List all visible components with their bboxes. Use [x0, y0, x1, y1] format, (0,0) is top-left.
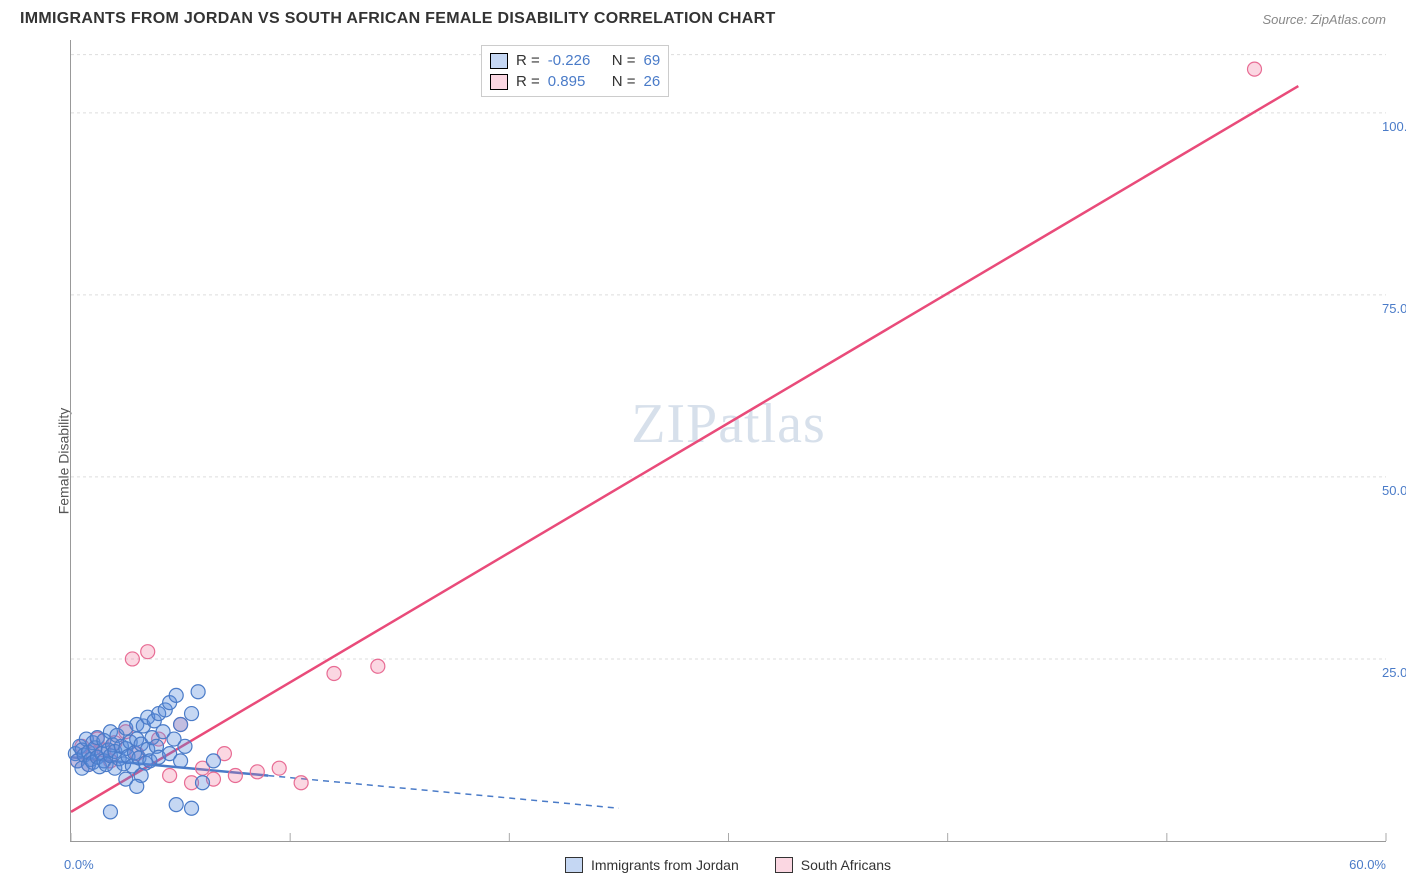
swatch-pink-icon: [775, 857, 793, 873]
y-axis-label: Female Disability: [55, 408, 71, 515]
scatter-point: [178, 739, 192, 753]
scatter-point: [185, 801, 199, 815]
n-value-jordan: 69: [644, 52, 661, 69]
svg-text:75.0%: 75.0%: [1382, 301, 1406, 316]
scatter-point: [130, 779, 144, 793]
scatter-point: [125, 652, 139, 666]
scatter-point: [196, 776, 210, 790]
scatter-point: [206, 754, 220, 768]
bottom-legend: Immigrants from Jordan South Africans: [70, 848, 1386, 882]
scatter-point: [103, 805, 117, 819]
scatter-point: [163, 768, 177, 782]
scatter-point: [191, 685, 205, 699]
r-value-jordan: -0.226: [548, 52, 604, 69]
plot-area: ZIPatlas R = -0.226 N = 69 R = 0.895 N =…: [70, 40, 1386, 842]
scatter-point: [174, 717, 188, 731]
swatch-blue-icon: [490, 53, 508, 69]
swatch-blue-icon: [565, 857, 583, 873]
legend-item-sa: South Africans: [775, 857, 891, 873]
scatter-point: [250, 765, 264, 779]
scatter-point: [141, 645, 155, 659]
svg-text:100.0%: 100.0%: [1382, 119, 1406, 134]
scatter-point: [272, 761, 286, 775]
legend-label-sa: South Africans: [801, 857, 891, 873]
scatter-point: [371, 659, 385, 673]
chart-header: IMMIGRANTS FROM JORDAN VS SOUTH AFRICAN …: [0, 0, 1406, 28]
stats-legend: R = -0.226 N = 69 R = 0.895 N = 26: [481, 45, 669, 97]
scatter-point: [174, 754, 188, 768]
scatter-point: [169, 798, 183, 812]
scatter-point: [228, 768, 242, 782]
scatter-point: [169, 688, 183, 702]
svg-text:50.0%: 50.0%: [1382, 483, 1406, 498]
plot-svg: 25.0%50.0%75.0%100.0%: [71, 40, 1386, 841]
r-value-sa: 0.895: [548, 73, 604, 90]
chart-source: Source: ZipAtlas.com: [1262, 12, 1386, 27]
scatter-point: [185, 707, 199, 721]
legend-label-jordan: Immigrants from Jordan: [591, 857, 739, 873]
chart-container: Female Disability ZIPatlas R = -0.226 N …: [20, 40, 1386, 882]
stats-row-jordan: R = -0.226 N = 69: [490, 50, 660, 71]
n-value-sa: 26: [644, 73, 661, 90]
legend-item-jordan: Immigrants from Jordan: [565, 857, 739, 873]
scatter-point: [1248, 62, 1262, 76]
scatter-point: [294, 776, 308, 790]
scatter-point: [327, 667, 341, 681]
chart-title: IMMIGRANTS FROM JORDAN VS SOUTH AFRICAN …: [20, 10, 776, 28]
svg-text:25.0%: 25.0%: [1382, 665, 1406, 680]
stats-row-sa: R = 0.895 N = 26: [490, 71, 660, 92]
swatch-pink-icon: [490, 74, 508, 90]
